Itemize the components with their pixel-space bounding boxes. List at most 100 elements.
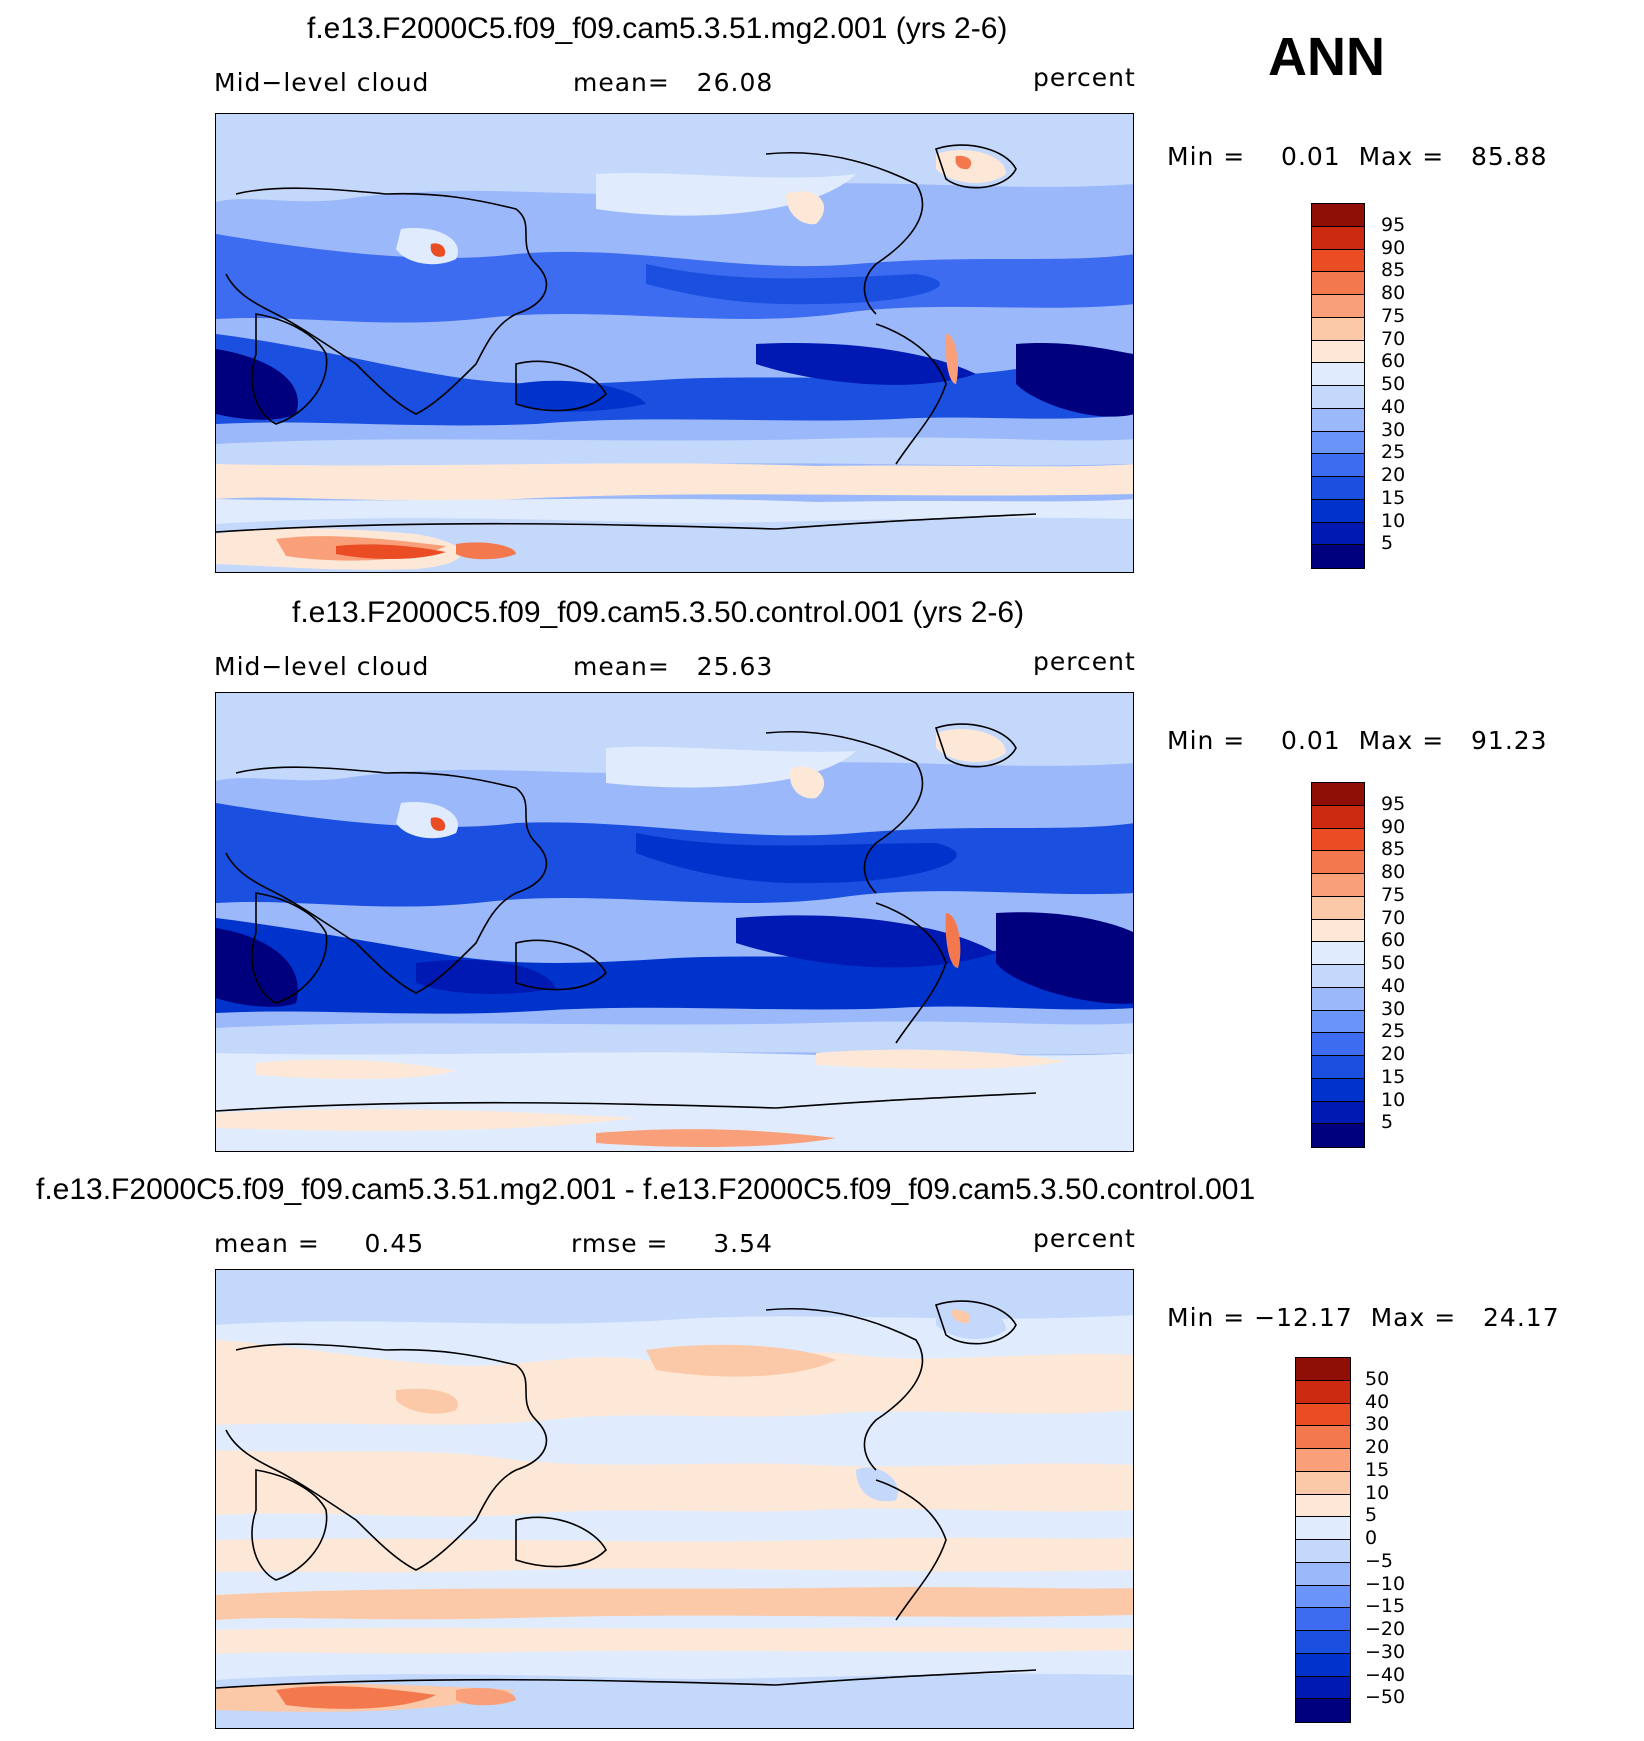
colorbar-segment (1312, 1124, 1364, 1147)
colorbar-tick-label: −10 (1365, 1572, 1406, 1595)
colorbar-tick-label: 30 (1381, 997, 1406, 1020)
panel-1-minmax: Min = 0.01 Max = 85.88 (1167, 142, 1548, 171)
colorbar-segment (1312, 805, 1364, 829)
colorbar-segment (1312, 1033, 1364, 1056)
colorbar-tick-label: −5 (1365, 1549, 1394, 1572)
panel-2-minmax: Min = 0.01 Max = 91.23 (1167, 726, 1548, 755)
panel-2-map (215, 692, 1134, 1152)
panel-3-map (215, 1269, 1134, 1729)
panel-1-mean-label: mean= 26.08 (573, 68, 774, 97)
panel-3-colorbar (1295, 1357, 1351, 1723)
colorbar-tick-label: 20 (1381, 1043, 1406, 1065)
colorbar-tick-label: 90 (1381, 236, 1406, 259)
colorbar-segment (1296, 1631, 1350, 1654)
colorbar-segment (1296, 1585, 1350, 1609)
colorbar-tick-label: 80 (1381, 282, 1406, 304)
colorbar-tick-label: 5 (1381, 532, 1394, 555)
colorbar-segment (1312, 431, 1364, 455)
colorbar-segment (1312, 204, 1364, 227)
colorbar-tick-label: 30 (1381, 418, 1406, 441)
colorbar-segment (1296, 1426, 1350, 1449)
colorbar-tick-label: 50 (1365, 1367, 1390, 1390)
colorbar-segment (1312, 386, 1364, 409)
colorbar-segment (1312, 295, 1364, 318)
colorbar-segment (1312, 874, 1364, 897)
panel-2-mean-label: mean= 25.63 (573, 652, 774, 681)
colorbar-segment (1312, 454, 1364, 477)
colorbar-tick-label: 10 (1381, 1088, 1406, 1111)
colorbar-tick-label: −50 (1365, 1686, 1406, 1709)
colorbar-tick-label: 70 (1381, 327, 1406, 350)
colorbar-segment (1312, 226, 1364, 250)
colorbar-segment (1296, 1471, 1350, 1495)
colorbar-segment (1312, 987, 1364, 1011)
colorbar-segment (1296, 1494, 1350, 1518)
panel-3-rmse-label: rmse = 3.54 (571, 1229, 773, 1258)
colorbar-tick-label: 20 (1381, 464, 1406, 486)
colorbar-tick-label: 40 (1365, 1390, 1390, 1413)
season-label: ANN (1268, 27, 1385, 87)
colorbar-segment (1312, 851, 1364, 874)
colorbar-segment (1296, 1653, 1350, 1677)
colorbar-segment (1312, 363, 1364, 386)
colorbar-segment (1312, 317, 1364, 341)
panel-2-title: f.e13.F2000C5.f09_f09.cam5.3.50.control.… (292, 596, 1025, 629)
colorbar-segment (1312, 1056, 1364, 1079)
colorbar-tick-label: 25 (1381, 1020, 1406, 1043)
colorbar-segment (1312, 477, 1364, 500)
colorbar-segment (1296, 1540, 1350, 1563)
panel-3-units-label: percent (1033, 1224, 1136, 1253)
colorbar-segment (1296, 1676, 1350, 1700)
colorbar-segment (1312, 942, 1364, 965)
colorbar-tick-label: 10 (1365, 1481, 1390, 1504)
colorbar-tick-label: 85 (1381, 259, 1406, 282)
colorbar-tick-label: 75 (1381, 304, 1406, 327)
colorbar-tick-label: 0 (1365, 1527, 1378, 1549)
colorbar-segment (1296, 1380, 1350, 1404)
colorbar-segment (1296, 1403, 1350, 1427)
colorbar-tick-label: −40 (1365, 1663, 1406, 1686)
colorbar-segment (1312, 896, 1364, 920)
colorbar-tick-label: −15 (1365, 1595, 1406, 1618)
panel-2-units-label: percent (1033, 647, 1136, 676)
colorbar-segment (1296, 1358, 1350, 1381)
panel-1-units-label: percent (1033, 63, 1136, 92)
colorbar-segment (1312, 1010, 1364, 1034)
panel-2-colorbar (1311, 782, 1365, 1148)
colorbar-tick-label: 95 (1381, 792, 1406, 815)
colorbar-tick-label: 70 (1381, 906, 1406, 929)
colorbar-segment (1296, 1562, 1350, 1586)
colorbar-segment (1312, 783, 1364, 806)
colorbar-tick-label: −20 (1365, 1618, 1406, 1640)
panel-2-variable-label: Mid−level cloud (214, 652, 430, 681)
panel-3-title: f.e13.F2000C5.f09_f09.cam5.3.51.mg2.001 … (36, 1173, 1256, 1206)
colorbar-tick-label: 10 (1381, 509, 1406, 532)
colorbar-tick-label: 90 (1381, 815, 1406, 838)
colorbar-tick-label: 80 (1381, 861, 1406, 883)
colorbar-tick-label: 15 (1365, 1458, 1390, 1481)
colorbar-tick-label: 50 (1381, 373, 1406, 395)
colorbar-tick-label: 40 (1381, 974, 1406, 997)
colorbar-tick-label: 25 (1381, 441, 1406, 464)
colorbar-tick-label: 15 (1381, 1065, 1406, 1088)
colorbar-tick-label: 60 (1381, 929, 1406, 952)
colorbar-segment (1312, 919, 1364, 943)
colorbar-tick-label: 20 (1365, 1436, 1390, 1458)
colorbar-segment (1312, 965, 1364, 988)
panel-1-map (215, 113, 1134, 573)
colorbar-tick-label: 15 (1381, 486, 1406, 509)
panel-1-colorbar (1311, 203, 1365, 569)
panel-1-variable-label: Mid−level cloud (214, 68, 430, 97)
colorbar-tick-label: 85 (1381, 838, 1406, 861)
colorbar-segment (1296, 1699, 1350, 1722)
colorbar-segment (1312, 340, 1364, 364)
colorbar-tick-label: 60 (1381, 350, 1406, 373)
colorbar-tick-label: 30 (1365, 1413, 1390, 1436)
colorbar-tick-label: 5 (1381, 1111, 1394, 1134)
colorbar-tick-label: 5 (1365, 1504, 1378, 1527)
colorbar-segment (1296, 1449, 1350, 1472)
colorbar-segment (1312, 408, 1364, 432)
colorbar-segment (1296, 1517, 1350, 1540)
colorbar-segment (1312, 522, 1364, 546)
colorbar-segment (1312, 545, 1364, 568)
